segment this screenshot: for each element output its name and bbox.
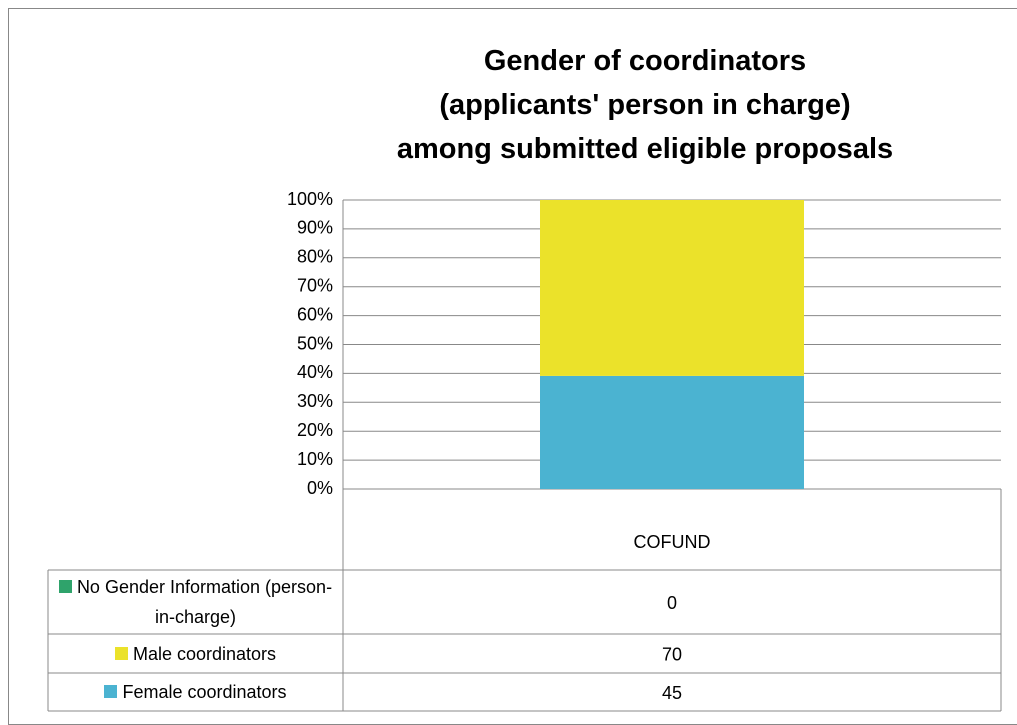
bar-segment <box>540 375 804 489</box>
y-tick-label: 60% <box>297 304 333 324</box>
legend-label: No Gender Information (person-in-charge) <box>76 577 333 627</box>
y-tick-label: 10% <box>297 449 333 469</box>
legend-cell: Male coordinators <box>50 634 341 673</box>
y-tick-label: 70% <box>297 275 333 295</box>
table-value: 45 <box>662 683 682 703</box>
y-tick-label: 50% <box>297 333 333 353</box>
legend-swatch <box>104 685 118 698</box>
y-tick-label: 30% <box>297 391 333 411</box>
legend-label: Female coordinators <box>122 682 287 702</box>
table-value: 0 <box>667 593 677 613</box>
legend-swatch <box>58 580 72 593</box>
table-value: 70 <box>662 644 682 664</box>
legend-swatch <box>114 646 128 660</box>
legend-entry: No Gender Information (person-in-charge) <box>50 570 341 634</box>
x-tick-label: COFUND <box>634 532 711 552</box>
legend-cell: Female coordinators <box>50 673 341 711</box>
y-tick-label: 100% <box>287 189 333 209</box>
y-tick-label: 0% <box>307 478 333 498</box>
y-tick-label: 90% <box>297 218 333 238</box>
legend-cell: No Gender Information (person-in-charge) <box>50 570 341 634</box>
bar-segment <box>540 200 804 376</box>
chart-title: Gender of coordinators (applicants' perso… <box>397 45 893 165</box>
legend-entry: Female coordinators <box>50 673 341 711</box>
y-tick-label: 40% <box>297 362 333 382</box>
legend-entry: Male coordinators <box>50 634 341 673</box>
legend-label: Male coordinators <box>132 643 277 664</box>
y-tick-label: 80% <box>297 247 333 267</box>
y-tick-label: 20% <box>297 420 333 440</box>
